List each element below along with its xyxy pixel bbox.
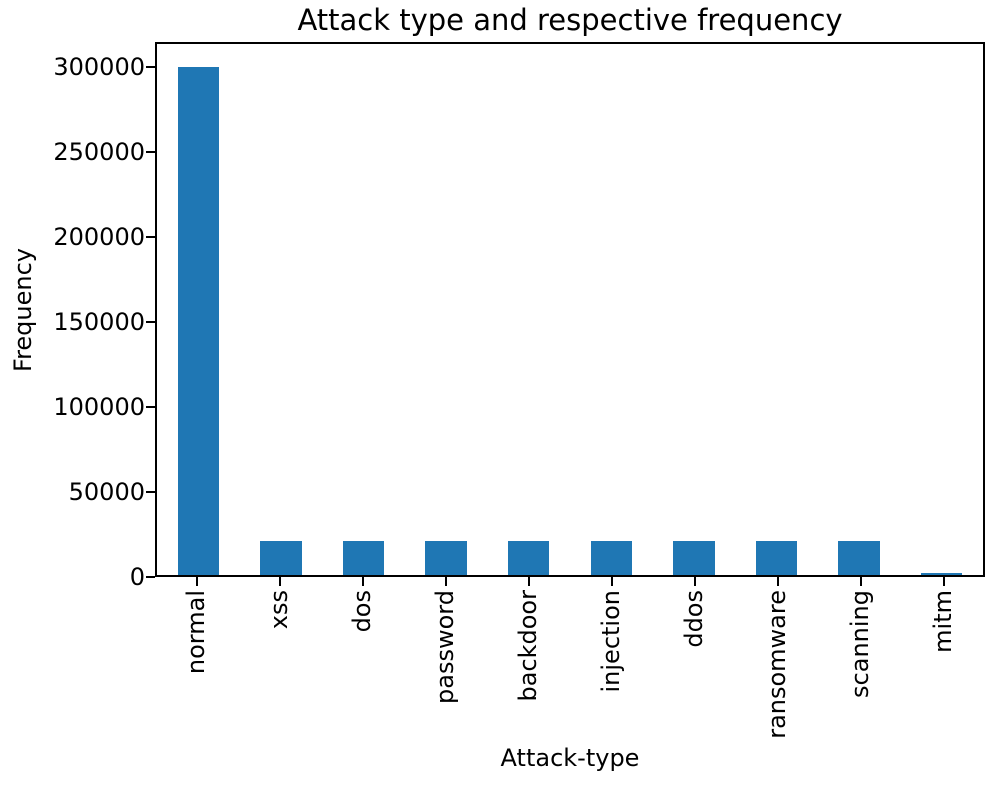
y-tick-label-0: 0	[129, 563, 145, 591]
x-tick-mark-xss	[278, 577, 281, 586]
y-tick-label-300000: 300000	[53, 53, 145, 82]
y-tick-mark-300000	[146, 66, 155, 69]
y-tick-mark-200000	[146, 236, 155, 239]
x-tick-label-password: password	[430, 590, 459, 704]
x-tick-mark-scanning	[859, 577, 862, 586]
bar-slot-xss	[240, 44, 323, 575]
bars-container	[157, 44, 983, 575]
x-tick-mark-normal	[195, 577, 198, 586]
bar-slot-ransomware	[735, 44, 818, 575]
bar-ddos	[673, 541, 715, 575]
bar-scanning	[838, 541, 880, 575]
y-tick-mark-50000	[146, 491, 155, 494]
bar-slot-scanning	[818, 44, 901, 575]
x-tick-mark-backdoor	[527, 577, 530, 586]
bar-slot-ddos	[653, 44, 736, 575]
y-tick-mark-100000	[146, 406, 155, 409]
x-tick-label-xss: xss	[264, 590, 293, 630]
x-tick-label-backdoor: backdoor	[513, 590, 542, 702]
bar-password	[425, 541, 467, 575]
x-tick-label-ddos: ddos	[679, 590, 708, 648]
x-tick-label-dos: dos	[347, 590, 376, 633]
x-tick-mark-ransomware	[776, 577, 779, 586]
y-tick-label-250000: 250000	[53, 138, 145, 167]
bar-ransomware	[755, 541, 798, 575]
bar-slot-backdoor	[487, 44, 570, 575]
x-tick-label-scanning: scanning	[845, 590, 874, 698]
bar-slot-mitm	[900, 44, 983, 575]
chart-title: Attack type and respective frequency	[297, 3, 843, 37]
x-tick-label-injection: injection	[596, 590, 625, 693]
x-tick-mark-ddos	[693, 577, 696, 586]
y-tick-label-50000: 50000	[68, 478, 145, 507]
x-tick-label-mitm: mitm	[928, 590, 957, 653]
bar-injection	[590, 541, 632, 575]
x-axis-label: Attack-type	[500, 744, 640, 772]
bar-slot-dos	[322, 44, 405, 575]
x-tick-label-ransomware: ransomware	[762, 590, 791, 739]
bar-mitm	[920, 573, 963, 575]
y-tick-label-150000: 150000	[53, 308, 145, 337]
plot-area	[155, 42, 985, 577]
x-tick-mark-password	[444, 577, 447, 586]
bar-backdoor	[508, 541, 550, 575]
x-tick-label-normal: normal	[181, 590, 210, 675]
y-tick-label-100000: 100000	[53, 393, 145, 422]
x-tick-mark-mitm	[942, 577, 945, 586]
bar-slot-password	[405, 44, 488, 575]
bar-normal	[177, 67, 219, 575]
bar-dos	[342, 541, 385, 575]
bar-slot-injection	[570, 44, 653, 575]
y-tick-mark-250000	[146, 151, 155, 154]
x-tick-mark-dos	[361, 577, 364, 586]
y-axis-label: Frequency	[9, 247, 37, 372]
y-tick-mark-0	[146, 576, 155, 578]
y-axis-label-container: Frequency	[4, 42, 42, 577]
bar-xss	[260, 541, 302, 575]
y-tick-mark-150000	[146, 321, 155, 324]
y-tick-label-200000: 200000	[53, 223, 145, 252]
x-tick-mark-injection	[610, 577, 613, 586]
bar-slot-normal	[157, 44, 240, 575]
